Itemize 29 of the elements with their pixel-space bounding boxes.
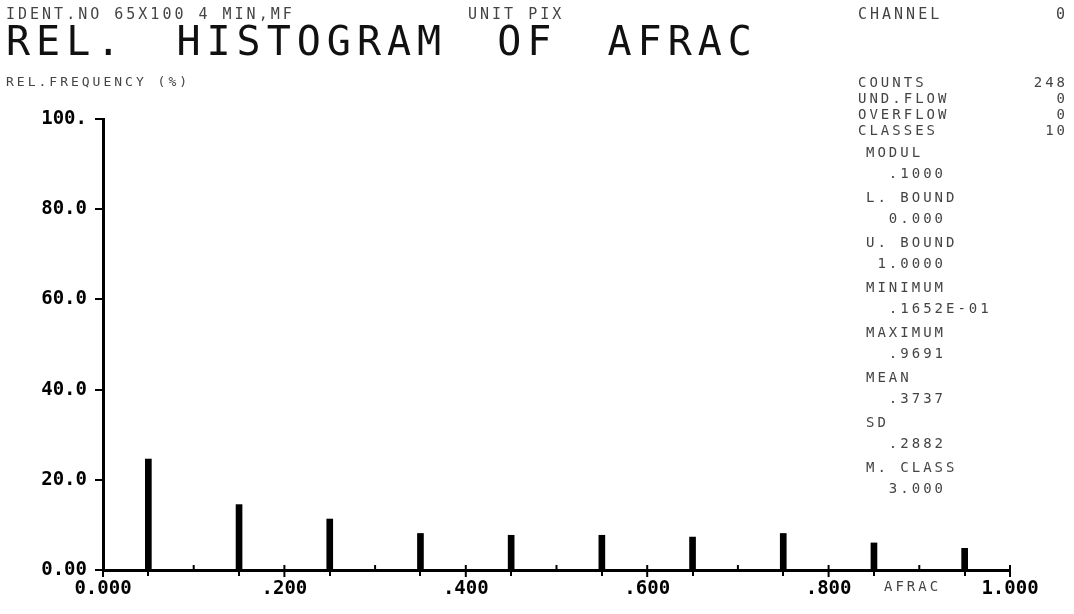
annotation: L. BOUND 0.000 — [866, 188, 959, 228]
text: UNIT PIX — [468, 4, 565, 24]
x-tick-label: 0.000 — [74, 576, 132, 599]
y-tick-label: 40.0 — [41, 376, 87, 399]
annotation: MODUL .1000 — [866, 143, 947, 183]
annotation: MEAN .3737 — [866, 368, 947, 408]
annotation: MINIMUM .1652E-01 — [866, 278, 992, 318]
text: CLASSES 10 — [858, 122, 1068, 138]
y-tick-label: 80.0 — [41, 196, 87, 219]
x-tick-label: .200 — [261, 576, 308, 599]
annotation: SD .2882 — [866, 413, 947, 453]
text: COUNTS 248 — [858, 74, 1068, 90]
x-axis-title: AFRAC — [884, 577, 942, 596]
y-tick-label: 100. — [41, 105, 87, 128]
y-tick-label: 20.0 — [41, 466, 87, 489]
text: UND.FLOW 0 — [858, 90, 1068, 106]
annotation: M. CLASS 3.000 — [866, 458, 959, 498]
y-tick-label: 60.0 — [41, 286, 87, 309]
text: IDENT.NO 65X100 4 MIN,MF — [6, 4, 295, 24]
x-tick-label: .400 — [442, 576, 489, 599]
y-tick-label: 0.00 — [41, 556, 87, 579]
annotation: U. BOUND 1.0000 — [866, 233, 959, 273]
x-tick-label: .600 — [624, 576, 671, 599]
x-tick-label: .800 — [805, 576, 852, 599]
annotation: MAXIMUM .9691 — [866, 323, 947, 363]
text: OVERFLOW 0 — [858, 106, 1068, 122]
y-axis-title: REL.FREQUENCY (%) — [6, 74, 191, 90]
text: CHANNEL 0 — [858, 5, 1068, 23]
x-tick-label: 1.000 — [981, 576, 1039, 599]
